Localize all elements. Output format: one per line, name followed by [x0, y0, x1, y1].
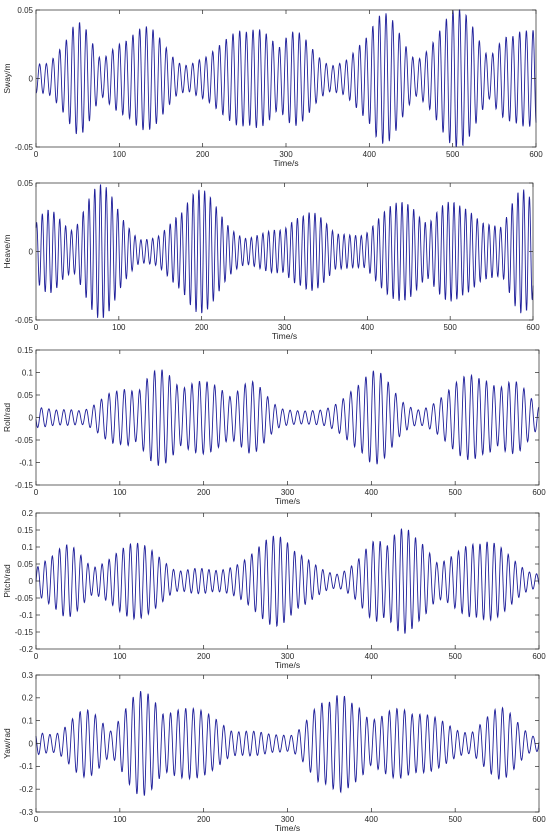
y-tick-label: 0.15	[17, 526, 33, 535]
x-tick-label: 600	[529, 150, 543, 159]
x-tick-label: 600	[532, 815, 546, 824]
y-tick-label: -0.2	[19, 785, 33, 794]
series-line	[35, 184, 534, 319]
series-line	[35, 369, 540, 466]
y-tick-label: -0.05	[15, 143, 34, 152]
y-tick-label: -0.05	[15, 594, 34, 603]
x-axis-label: Time/s	[273, 158, 298, 168]
y-tick-label: 0	[29, 413, 34, 422]
y-axis-label: Heave/m	[2, 234, 12, 268]
x-tick-label: 400	[361, 323, 375, 332]
series-line	[35, 528, 540, 634]
x-tick-label: 400	[365, 652, 379, 661]
x-tick-label: 500	[448, 815, 462, 824]
y-tick-label: 0.15	[17, 346, 33, 355]
axes-box	[35, 349, 540, 486]
x-tick-label: 300	[281, 815, 295, 824]
y-tick-label: -0.2	[19, 645, 33, 654]
x-axis-label: Time/s	[275, 823, 300, 833]
x-tick-label: 500	[446, 150, 460, 159]
x-tick-label: 400	[363, 150, 377, 159]
x-tick-label: 300	[281, 488, 295, 497]
y-axis-label: Yaw/rad	[2, 728, 12, 759]
x-axis-label: Time/s	[275, 660, 300, 670]
x-tick-label: 200	[195, 323, 209, 332]
x-tick-label: 500	[448, 488, 462, 497]
y-tick-label: 0.3	[22, 671, 34, 680]
x-tick-label: 300	[281, 652, 295, 661]
x-axis-label: Time/s	[272, 331, 297, 341]
y-tick-label: 0.2	[22, 509, 34, 518]
series-line	[35, 690, 540, 796]
x-tick-label: 500	[448, 652, 462, 661]
y-tick-label: -0.05	[15, 316, 34, 325]
y-tick-label: 0.1	[22, 368, 34, 377]
x-tick-label: 0	[34, 323, 39, 332]
y-axis-label: Sway/m	[2, 63, 12, 93]
y-axis-label: Pitch/rad	[2, 564, 12, 598]
x-tick-label: 0	[34, 652, 39, 661]
y-tick-label: -0.1	[19, 458, 33, 467]
subplot-3: 0 100 200 300 400 500 600 -0.15 -0.1 -0.05 0 0.05 0.…	[2, 346, 546, 506]
y-tick-label: -0.15	[15, 481, 34, 490]
y-tick-label: 0	[29, 739, 34, 748]
x-tick-label: 0	[34, 488, 39, 497]
y-tick-label: -0.1	[19, 611, 33, 620]
y-tick-label: 0.2	[22, 694, 34, 703]
x-tick-label: 400	[365, 488, 379, 497]
y-tick-label: -0.3	[19, 808, 33, 817]
x-tick-label: 600	[532, 652, 546, 661]
x-axis-label: Time/s	[275, 496, 300, 506]
subplot-5: 0 100 200 300 400 500 600 -0.3 -0.2 -0.1 0 0.1 0.2 0.…	[2, 671, 546, 833]
x-tick-label: 200	[196, 150, 210, 159]
x-tick-label: 200	[197, 815, 211, 824]
x-tick-label: 500	[443, 323, 457, 332]
x-tick-label: 0	[34, 815, 39, 824]
y-tick-label: 0.05	[17, 560, 33, 569]
y-tick-label: 0.05	[17, 6, 33, 15]
x-tick-label: 300	[278, 323, 292, 332]
x-tick-label: 200	[197, 488, 211, 497]
y-tick-label: -0.15	[15, 628, 34, 637]
x-tick-label: 400	[365, 815, 379, 824]
y-axis-label: Roll/rad	[2, 403, 12, 433]
y-tick-label: 0	[29, 74, 34, 83]
x-tick-label: 100	[113, 488, 127, 497]
x-tick-label: 100	[112, 323, 126, 332]
y-tick-label: -0.05	[15, 436, 34, 445]
x-tick-label: 100	[113, 652, 127, 661]
x-tick-label: 300	[279, 150, 293, 159]
y-tick-label: 0.1	[22, 543, 34, 552]
x-tick-label: 200	[197, 652, 211, 661]
x-tick-label: 100	[113, 150, 127, 159]
subplot-4: 0 100 200 300 400 500 600 -0.2 -0.15 -0.1 -0.05 0 0.…	[2, 509, 546, 670]
y-tick-label: 0	[29, 577, 34, 586]
y-tick-label: 0	[29, 247, 34, 256]
x-tick-label: 600	[532, 488, 546, 497]
subplot-2: 0 100 200 300 400 500 600-0.0500.05Time/sHeave…	[2, 179, 540, 341]
x-tick-label: 600	[526, 323, 540, 332]
x-tick-label: 0	[34, 150, 39, 159]
y-tick-label: 0.1	[22, 716, 34, 725]
series-line	[35, 8, 537, 148]
y-tick-label: 0.05	[17, 179, 33, 188]
y-tick-label: 0.05	[17, 391, 33, 400]
y-tick-label: -0.1	[19, 762, 33, 771]
x-tick-label: 100	[113, 815, 127, 824]
subplot-1: 0 100 200 300 400 500 600-0.0500.05Time/sSway/…	[2, 6, 543, 168]
